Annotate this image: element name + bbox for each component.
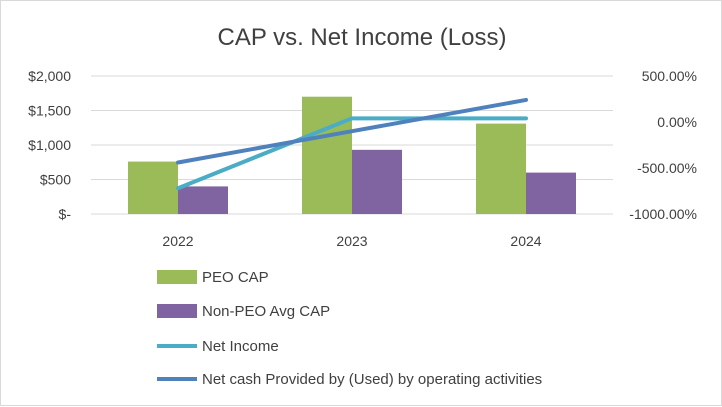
left-axis-tick-labels: $- $500 $1,000 $1,500 $2,000 xyxy=(28,68,71,222)
legend: PEO CAP Non-PEO Avg CAP Net Income Net cash… xyxy=(157,269,542,388)
line-series-net-cash xyxy=(176,97,528,165)
bar-peo-cap-2023 xyxy=(302,96,352,214)
x-axis-tick-label: 2023 xyxy=(336,233,367,249)
bar-non-peo-avg-cap-2022 xyxy=(178,186,228,214)
line-series-net-income xyxy=(176,116,528,191)
x-axis-tick-label: 2024 xyxy=(510,233,541,249)
legend-swatch xyxy=(157,304,197,318)
legend-label: Non-PEO Avg CAP xyxy=(202,303,330,320)
legend-label: Net cash Provided by (Used) by operating… xyxy=(202,371,542,388)
legend-label: PEO CAP xyxy=(202,269,269,286)
left-axis-tick-label: $2,000 xyxy=(28,68,71,84)
left-axis-tick-label: $500 xyxy=(40,172,71,188)
bar-peo-cap-2022 xyxy=(128,161,178,214)
left-axis-tick-label: $1,000 xyxy=(28,137,71,153)
legend-swatch xyxy=(157,270,197,284)
left-axis-tick-label: $1,500 xyxy=(28,103,71,119)
legend-label: Net Income xyxy=(202,338,279,355)
bar-non-peo-avg-cap-2023 xyxy=(352,149,402,214)
x-axis-tick-label: 2022 xyxy=(162,233,193,249)
x-axis-tick-labels: 2022 2023 2024 xyxy=(162,233,541,249)
line-group xyxy=(176,97,528,191)
bar-non-peo-avg-cap-2024 xyxy=(526,172,576,214)
right-axis-tick-label: 500.00% xyxy=(642,68,697,84)
right-axis-tick-labels: -1000.00% -500.00% 0.00% 500.00% xyxy=(629,68,697,222)
right-axis-tick-label: 0.00% xyxy=(657,114,697,130)
bar-peo-cap-2024 xyxy=(476,123,526,214)
bar-group xyxy=(128,96,576,214)
right-axis-tick-label: -500.00% xyxy=(637,160,697,176)
left-axis-tick-label: $- xyxy=(59,206,72,222)
right-axis-tick-label: -1000.00% xyxy=(629,206,697,222)
chart-title: CAP vs. Net Income (Loss) xyxy=(218,24,507,51)
